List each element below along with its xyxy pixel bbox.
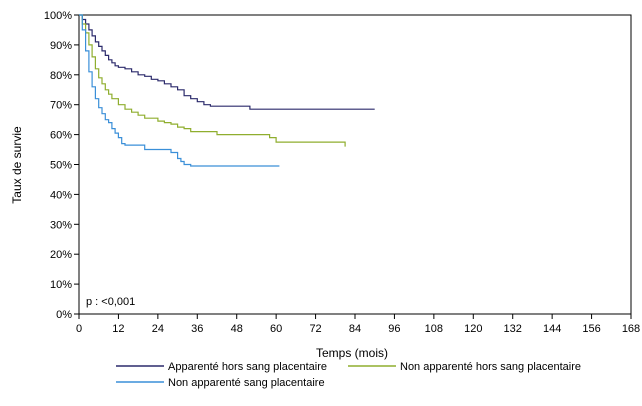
y-tick-label: 90% [50,40,72,52]
x-tick-label: 132 [504,323,522,335]
legend-label-2: Non apparenté hors sang placentaire [400,361,581,373]
y-tick-label: 20% [50,249,72,261]
y-tick-label: 30% [50,219,72,231]
legend: Apparenté hors sang placentaire Non appar… [116,361,581,389]
y-tick-label: 40% [50,189,72,201]
x-tick-label: 60 [270,323,282,335]
y-tick-label: 100% [44,10,72,22]
series-line-3 [79,14,280,167]
x-tick-label: 0 [76,323,82,335]
x-tick-label: 12 [112,323,124,335]
series-line-2 [79,14,346,147]
x-tick-label: 168 [622,323,640,335]
x-axis-title: Temps (mois) [316,346,388,360]
x-tick-label: 144 [543,323,561,335]
series-line-1 [79,14,375,110]
p-value-annotation: p : <0,001 [86,296,135,308]
x-tick-label: 108 [425,323,443,335]
x-tick-label: 36 [191,323,203,335]
y-axis-title: Taux de survie [10,126,24,204]
x-tick-label: 96 [388,323,400,335]
x-tick-label: 156 [582,323,600,335]
x-tick-label: 24 [152,323,164,335]
y-tick-label: 50% [50,160,72,172]
y-tick-label: 10% [50,279,72,291]
y-tick-label: 80% [50,70,72,82]
x-tick-label: 72 [309,323,321,335]
legend-label-3: Non apparenté sang placentaire [168,377,325,389]
x-tick-label: 48 [231,323,243,335]
x-tick-label: 84 [349,323,361,335]
y-tick-label: 0% [56,309,72,321]
legend-label-1: Apparenté hors sang placentaire [168,361,327,373]
y-tick-label: 70% [50,100,72,112]
y-tick-label: 60% [50,130,72,142]
plot-frame [78,14,632,315]
x-tick-label: 120 [464,323,482,335]
